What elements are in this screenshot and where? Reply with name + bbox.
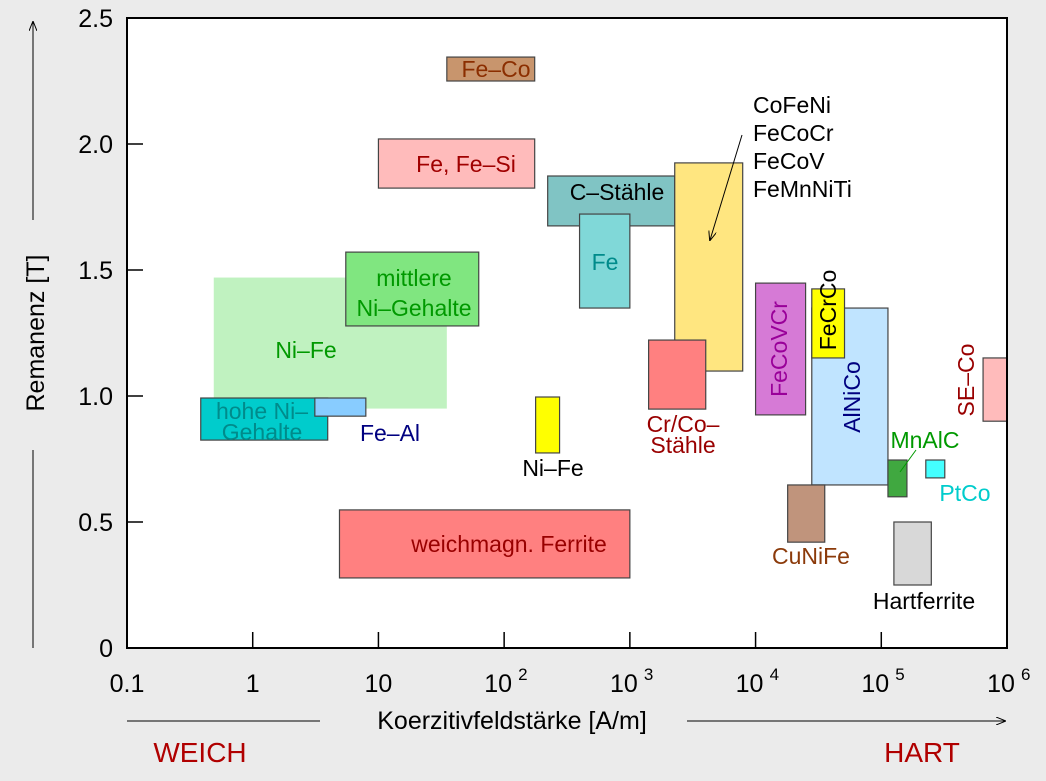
x-tick-label: 1 (246, 670, 260, 698)
region-label-fe-co: Fe–Co (461, 56, 530, 82)
region-label-mittlere-ni-gehalte: mittlere (376, 265, 451, 291)
region-label-hohe-ni-gehalte: Gehalte (222, 419, 303, 445)
region-labels: Ni–Fe Fe–Co Fe, Fe–Si C–Stähle Fe CoFeNiFeCoC… (216, 56, 991, 614)
region-cofeni-fecocr-fecov-femnniti (674, 162, 744, 372)
weich-label: WEICH (153, 737, 246, 768)
region-label-fecrco: FeCrCo (815, 270, 841, 351)
region-cunife (787, 484, 826, 543)
region-label-fe-al: Fe–Al (360, 420, 420, 446)
region-label-mittlere-ni-gehalte: Ni–Gehalte (356, 295, 471, 321)
region-label-hohe-ni-gehalte: hohe Ni– (216, 398, 308, 424)
region-fe (578, 213, 631, 309)
region-fecrco (811, 288, 846, 359)
region-label-cunife: CuNiFe (772, 543, 850, 569)
region-cr-co-st-hle (648, 339, 707, 410)
region-ni-fe (535, 396, 561, 454)
x-tick-exponent: 3 (644, 665, 653, 684)
mnalc-leader-line (899, 449, 917, 473)
hart-label: HART (884, 737, 960, 768)
region-label-fe-fe-si: Fe, Fe–Si (416, 151, 516, 177)
region-label-hartferrite: Hartferrite (873, 588, 975, 614)
region-label-cr-co-st-hle: Stähle (650, 432, 715, 458)
y-tick-label: 0.5 (78, 509, 113, 537)
region-label-ptco: PtCo (939, 480, 990, 506)
x-tick-label: 10 (365, 670, 393, 698)
y-tick-label: 2.0 (78, 131, 113, 159)
region-fe-fe-si (377, 138, 536, 189)
region-label-c-st-hle: C–Stähle (570, 179, 665, 205)
x-tick-exponent: 5 (895, 665, 904, 684)
region-fe-co (446, 56, 536, 82)
region-label-alnico: AlNiCo (839, 361, 865, 433)
x-tick-exponent: 4 (770, 665, 779, 684)
region-label-se-co: SE–Co (953, 344, 979, 417)
x-tick-label: 10 (736, 670, 764, 698)
y-axis-label: Remanenz [T] (22, 254, 50, 411)
x-tick-label: 0.1 (110, 670, 145, 698)
region-label-ni-fe-bereich: Ni–Fe (275, 337, 336, 363)
region-label-cofeni-fecocr-fecov-femnniti: CoFeNi (753, 92, 831, 118)
region-label-mnalc: MnAlC (890, 427, 959, 453)
region-weichmagn-ferrite (338, 509, 631, 579)
region-label-cofeni-fecocr-fecov-femnniti: FeMnNiTi (753, 176, 852, 202)
region-se-co (982, 357, 1008, 422)
region-hohe-ni-gehalte (200, 397, 329, 441)
region-label-cr-co-st-hle: Cr/Co– (647, 411, 720, 437)
x-tick-exponent: 6 (1021, 665, 1030, 684)
y-tick-label: 2.5 (78, 5, 113, 33)
x-tick-label: 10 (484, 670, 512, 698)
y-tick-label: 1.0 (78, 383, 113, 411)
region-fecovcr (754, 282, 807, 416)
cofeni-leader-arrow (710, 134, 743, 240)
x-tick-label: 10 (861, 670, 889, 698)
plot-frame (126, 17, 1008, 649)
axes: 0 0.5 1.0 1.5 2.0 2.5 0.1 1 10 10 2 10 3 10 4 10 5 10 6 (78, 5, 1030, 698)
x-tick-exponent: 2 (518, 665, 527, 684)
region-label-fecovcr: FeCoVCr (766, 301, 792, 397)
regions (200, 56, 1008, 586)
region-label-weichmagn-ferrite: weichmagn. Ferrite (410, 531, 607, 557)
region-label-cofeni-fecocr-fecov-femnniti: FeCoV (753, 148, 825, 174)
x-axis-label: Koerzitivfeldstärke [A/m] (377, 707, 647, 735)
x-tick-label: 10 (610, 670, 638, 698)
y-tick-label: 1.5 (78, 257, 113, 285)
region-label-fe: Fe (592, 249, 619, 275)
region-label-cofeni-fecocr-fecov-femnniti: FeCoCr (753, 120, 834, 146)
x-tick-label: 10 (987, 670, 1015, 698)
region-fe-al (314, 397, 367, 417)
region-ptco (925, 459, 946, 479)
region-label-ni-fe: Ni–Fe (522, 455, 583, 481)
region-hartferrite (893, 521, 932, 586)
region-mittlere-ni-gehalte (345, 251, 480, 327)
y-tick-label: 0 (99, 635, 113, 663)
